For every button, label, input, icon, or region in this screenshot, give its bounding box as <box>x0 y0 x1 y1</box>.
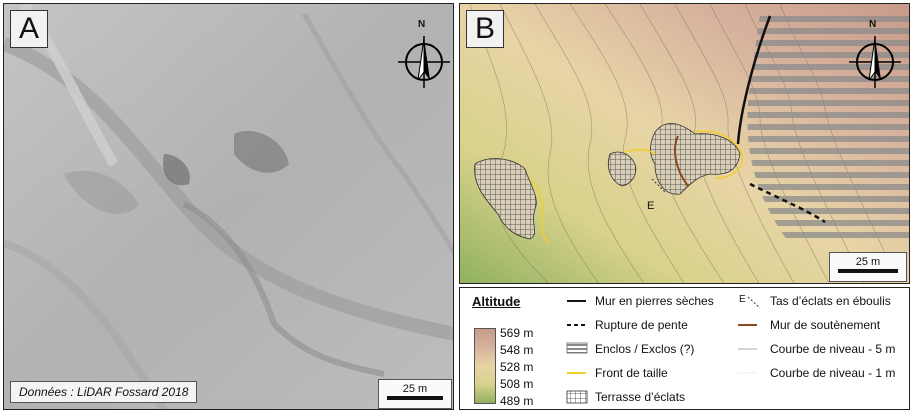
north-label: N <box>869 19 877 30</box>
map-legend: Altitude 569 m 548 m 528 m 508 m 489 m E… <box>459 287 910 410</box>
legend-label-courbe-5m: Courbe de niveau - 5 m <box>770 342 896 356</box>
legend-label-enclos: Enclos / Exclos (?) <box>595 342 695 356</box>
legend-label-courbe-1m: Courbe de niveau - 1 m <box>770 366 896 380</box>
eboulis-symbol-letter: E <box>739 294 746 305</box>
hillshade-image <box>4 4 453 409</box>
scale-label: 25 m <box>855 256 881 268</box>
interpretation-map-panel: B N E 25 m <box>459 3 910 284</box>
hillshade-panel: A N Données : LiDAR Fossard 2018 25 m <box>3 3 454 410</box>
data-source-caption: Données : LiDAR Fossard 2018 <box>10 381 198 403</box>
panel-a-letter: A <box>10 10 48 48</box>
altitude-tick: 569 m <box>500 326 534 340</box>
north-label: N <box>418 19 426 30</box>
altitude-title: Altitude <box>472 294 521 309</box>
scale-bar: 25 m <box>829 252 907 282</box>
panel-b-letter: B <box>466 10 504 48</box>
interpretation-map <box>460 4 909 283</box>
altitude-tick: 528 m <box>500 360 534 374</box>
scale-label: 25 m <box>402 383 428 395</box>
enclos-symbol <box>566 342 588 354</box>
legend-label-tas-eclats: Tas d’éclats en éboulis <box>770 294 891 308</box>
altitude-tick: 508 m <box>500 377 534 391</box>
legend-label-terrasse: Terrasse d’éclats <box>595 390 686 404</box>
altitude-color-ramp <box>474 328 496 404</box>
eboulis-label: E <box>647 200 655 212</box>
legend-label-front-de-taille: Front de taille <box>595 366 668 380</box>
legend-symbols <box>566 296 761 404</box>
scale-bar-line <box>838 269 898 273</box>
scale-bar: 25 m <box>378 379 452 409</box>
altitude-tick: 548 m <box>500 343 534 357</box>
scale-bar-line <box>387 396 443 400</box>
legend-label-mur-soutenement: Mur de soutènement <box>770 318 881 332</box>
altitude-tick: 489 m <box>500 394 534 408</box>
eboulis-symbol <box>747 296 761 309</box>
legend-label-mur-pierres-seches: Mur en pierres sèches <box>595 294 714 308</box>
terrace-symbol <box>566 390 588 404</box>
legend-label-rupture-pente: Rupture de pente <box>595 318 688 332</box>
